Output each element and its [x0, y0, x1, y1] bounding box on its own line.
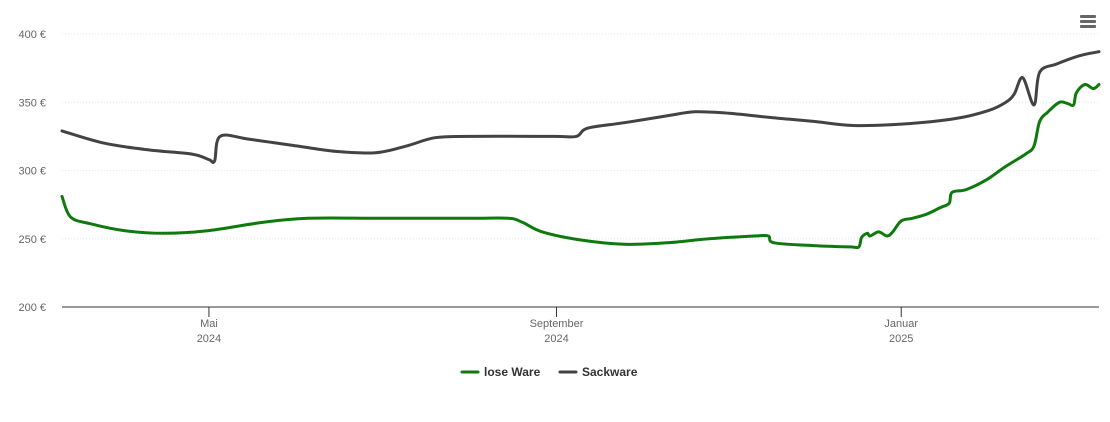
x-tick-label-0: Mai — [200, 318, 218, 330]
y-tick-label-300: 300 € — [18, 166, 46, 178]
legend-item-lose-ware[interactable]: lose Ware — [460, 365, 541, 379]
legend-label-sackware: Sackware — [582, 365, 638, 379]
legend[interactable]: lose Ware Sackware — [460, 365, 638, 379]
series-line-sackware[interactable] — [60, 50, 1101, 164]
legend-label-lose-ware: lose Ware — [484, 365, 541, 379]
menu-bar — [1080, 15, 1096, 18]
y-tick-label-400: 400 € — [18, 29, 46, 41]
y-tick-label-350: 350 € — [18, 97, 46, 109]
y-tick-label-200: 200 € — [18, 302, 46, 314]
menu-bar — [1080, 25, 1096, 28]
menu-bar — [1080, 20, 1096, 23]
x-tick-label-1: September — [530, 318, 584, 330]
series-line-lose-ware[interactable] — [60, 82, 1101, 250]
series-group — [60, 50, 1101, 250]
x-tick-year-1: 2024 — [544, 333, 568, 345]
y-tick-label-250: 250 € — [18, 234, 46, 246]
grid-lines — [62, 33, 1099, 240]
x-tick-year-0: 2024 — [197, 333, 221, 345]
legend-item-sackware[interactable]: Sackware — [558, 365, 638, 379]
x-axis-ticks: Mai 2024 September 2024 Januar 2025 — [197, 307, 918, 345]
y-axis-labels: 200 € 250 € 300 € 350 € 400 € — [18, 29, 46, 314]
x-tick-year-2: 2025 — [889, 333, 913, 345]
x-tick-label-2: Januar — [884, 318, 918, 330]
hamburger-menu-icon[interactable] — [1078, 12, 1098, 30]
